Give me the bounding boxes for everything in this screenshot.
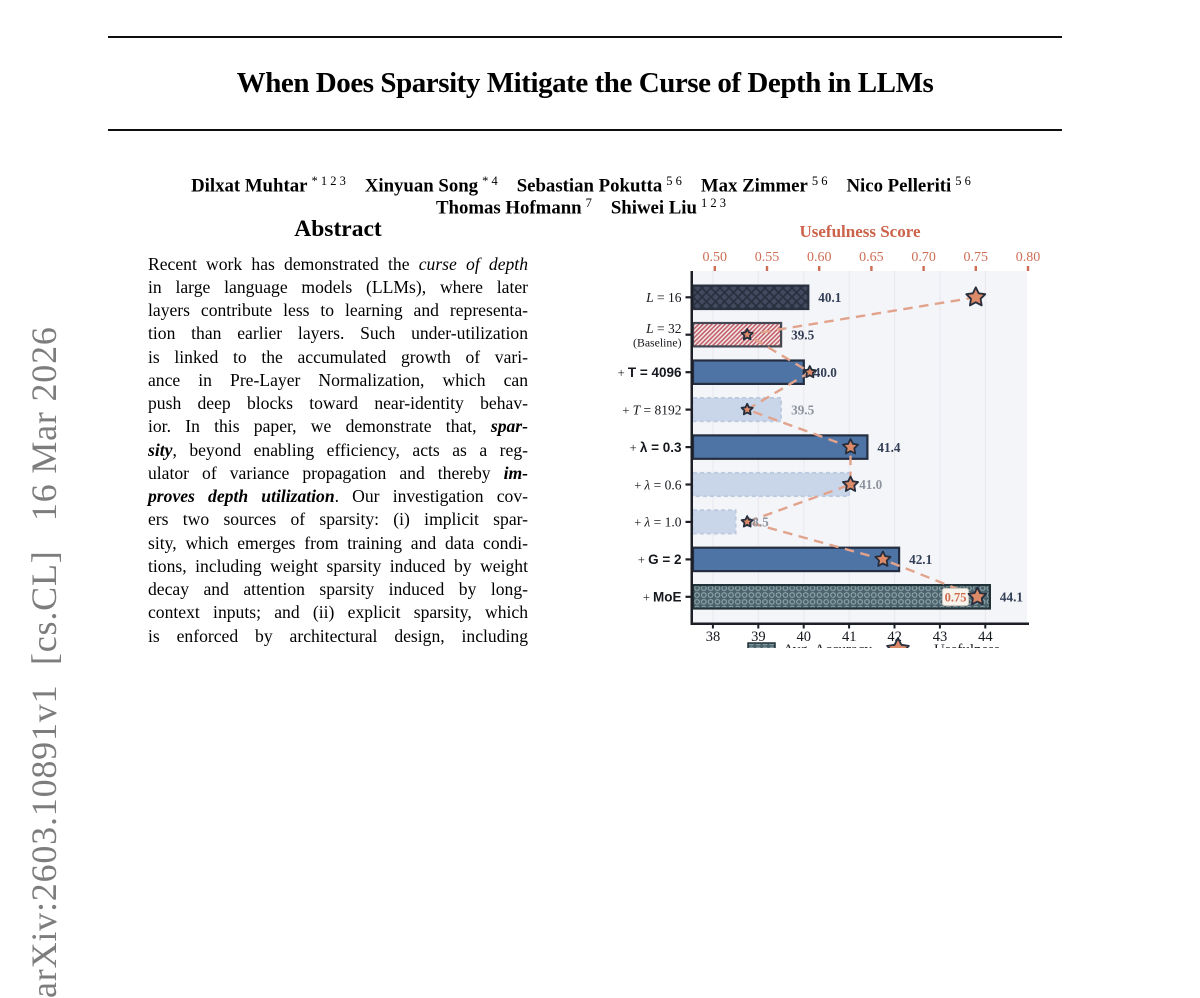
svg-text:44: 44	[978, 629, 993, 645]
svg-text:Usefulness Score: Usefulness Score	[799, 222, 920, 241]
svg-text:41.4: 41.4	[877, 440, 900, 455]
svg-text:38.5: 38.5	[746, 515, 769, 530]
svg-text:Usefulness: Usefulness	[934, 642, 1000, 648]
svg-text:39.5: 39.5	[791, 402, 814, 417]
svg-text:0.50: 0.50	[703, 250, 728, 265]
svg-text:0.65: 0.65	[859, 250, 884, 265]
svg-text:0.60: 0.60	[807, 250, 832, 265]
svg-text:39: 39	[751, 629, 766, 645]
svg-text:+ λ = 1.0: + λ = 1.0	[634, 515, 682, 530]
svg-text:+ λ = 0.3: + λ = 0.3	[630, 440, 682, 455]
svg-text:(Baseline): (Baseline)	[633, 336, 682, 350]
svg-text:41.0: 41.0	[859, 477, 882, 492]
svg-text:Avg. Accuracy: Avg. Accuracy	[783, 642, 872, 648]
svg-text:+ MoE: + MoE	[643, 590, 682, 605]
svg-text:+ λ = 0.6: + λ = 0.6	[634, 477, 682, 492]
svg-text:39.5: 39.5	[791, 327, 814, 342]
svg-text:+ T = 8192: + T = 8192	[622, 402, 681, 417]
svg-text:0.70: 0.70	[911, 250, 936, 265]
svg-text:40.1: 40.1	[818, 290, 841, 305]
svg-text:0.55: 0.55	[755, 250, 780, 265]
svg-text:38: 38	[706, 629, 721, 645]
svg-text:0.75: 0.75	[964, 250, 989, 265]
svg-text:43: 43	[933, 629, 948, 645]
svg-text:0.80: 0.80	[1016, 250, 1041, 265]
svg-text:40.0: 40.0	[814, 365, 837, 380]
svg-text:+ G = 2: + G = 2	[638, 552, 682, 567]
svg-text:0.75: 0.75	[945, 591, 967, 605]
svg-text:+ T = 4096: + T = 4096	[618, 365, 682, 380]
svg-text:41: 41	[842, 629, 857, 645]
svg-text:40: 40	[797, 629, 812, 645]
svg-text:42.1: 42.1	[909, 552, 932, 567]
svg-text:44.1: 44.1	[1000, 590, 1023, 605]
svg-text:L = 32: L = 32	[645, 321, 681, 336]
svg-text:L = 16: L = 16	[645, 290, 682, 305]
